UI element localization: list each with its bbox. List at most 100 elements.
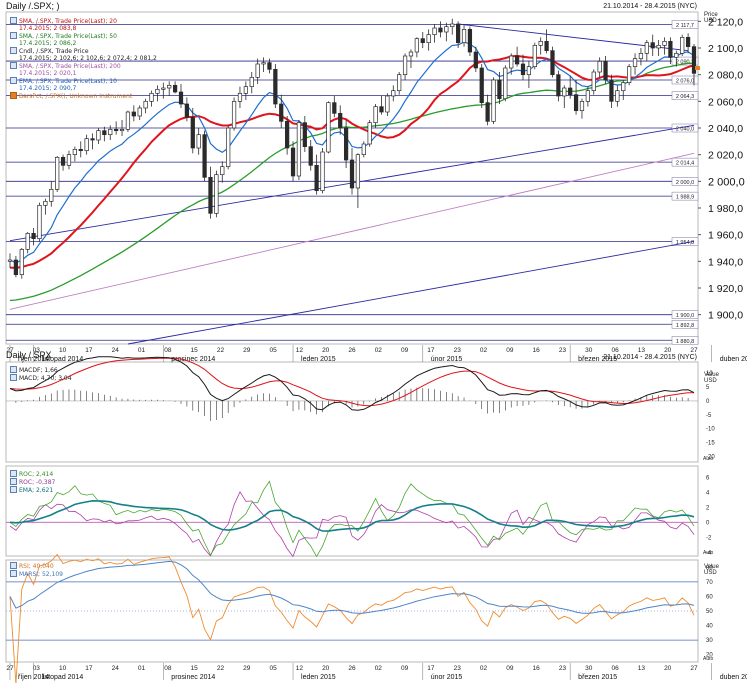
legend-roc1-icon <box>10 470 17 477</box>
price-hline-tag <box>671 191 699 201</box>
roc-legend: ROC; 2,414 ROC; -0,387 EMA; 2,621 <box>10 470 55 494</box>
candle-body <box>568 87 573 96</box>
macd-axis-label: -5 <box>706 413 712 419</box>
bottom-x-day-tick: 27 <box>690 665 698 672</box>
candle-body <box>503 67 508 100</box>
price-hline-label: 1 988,9 <box>676 195 694 201</box>
price-hline-tag <box>671 91 699 100</box>
price-axis-label: 2 100,0 <box>708 43 743 55</box>
roc-axis-label: 0 <box>706 520 710 526</box>
top-x-month-label: listopad 2014 <box>42 356 84 363</box>
candle-body <box>290 147 296 177</box>
price-axis-label: 2 040,0 <box>708 123 743 135</box>
rsi-legend: RSI; 40,040 MARSI; 52,109 <box>10 562 63 578</box>
legend-sma20[interactable]: SMA, /.SPX, Trade Price(Last); 20 <box>10 17 157 25</box>
macd-axis-label: 10 <box>706 371 713 377</box>
candle-body <box>373 106 378 124</box>
legend-sma50[interactable]: SMA, /.SPX, Trade Price(Last); 50 <box>10 32 157 40</box>
price-axis-label: 1 960,0 <box>708 230 743 242</box>
roc-axis-label: -4 <box>706 550 712 556</box>
legend-roc2[interactable]: ROC; -0,387 <box>10 478 55 486</box>
candle-body <box>279 103 284 122</box>
candle-body <box>302 122 307 148</box>
legend-barspct[interactable]: BarsPct, /.SPX(), Unknown Instrument <box>10 92 157 100</box>
macd-axis-label: 5 <box>706 385 710 391</box>
legend-macd[interactable]: MACD; 4,70; 3,04 <box>10 374 72 382</box>
candle-body <box>55 156 60 190</box>
legend-sma200[interactable]: SMA, /.SPX, Trade Price(Last); 200 <box>10 62 157 70</box>
top-x-day-tick: 20 <box>664 347 672 354</box>
top-x-day-tick: 02 <box>480 347 488 354</box>
candle-body <box>579 100 585 112</box>
candle-body <box>420 38 425 44</box>
candle-body <box>314 164 319 192</box>
roc-ema-series <box>9 499 695 532</box>
candle-body <box>155 88 160 94</box>
candle-body <box>597 60 602 73</box>
price-axis-label: 1 900,0 <box>708 310 743 322</box>
candle-body <box>627 66 632 84</box>
candle-body <box>379 106 384 113</box>
top-x-day-tick: 09 <box>401 347 409 354</box>
price-legend: SMA, /.SPX, Trade Price(Last); 20 17.4.2… <box>10 17 157 100</box>
top-x-day-tick: 16 <box>533 347 541 354</box>
candle-body <box>220 166 225 176</box>
top-x-day-tick: 13 <box>638 347 646 354</box>
legend-ema10-icon <box>10 77 17 84</box>
legend-roc1[interactable]: ROC; 2,414 <box>10 470 55 478</box>
legend-ema10-label: EMA, /.SPX, Trade Price(Last); 10 <box>19 78 117 85</box>
candle-body <box>450 23 455 28</box>
legend-rsi-icon <box>10 562 17 569</box>
candle-body <box>84 138 89 152</box>
macd-legend: MACDF; 1,66 MACD; 4,70; 3,04 <box>10 366 72 382</box>
candle-body <box>273 68 278 105</box>
price-axis-label: 2 120,0 <box>708 16 743 28</box>
candle-body <box>609 79 614 102</box>
candle-body <box>78 148 83 152</box>
candle-body <box>90 138 95 141</box>
rsi-axis-label: 50 <box>706 609 713 615</box>
price-hline-label: 2 090,2 <box>676 60 694 66</box>
roc-axis-label: -2 <box>706 535 712 541</box>
rsi-axis-label: 70 <box>706 580 713 586</box>
roc2-series <box>9 490 695 558</box>
candle-body <box>308 146 313 166</box>
legend-roc-ema[interactable]: EMA; 2,621 <box>10 486 55 494</box>
legend-candle-value: 17.4.2015; 2 102,6; 2 102,6; 2 072,4; 2 … <box>19 55 157 62</box>
rsi-unit-label: Value <box>704 564 720 570</box>
candle-body <box>119 128 125 132</box>
legend-rsi[interactable]: RSI; 40,040 <box>10 562 63 570</box>
candle-body <box>656 44 661 49</box>
candle-body <box>37 204 42 240</box>
rsi-series <box>9 553 695 684</box>
candle-body <box>125 111 131 130</box>
macd-auto-tag: Auto <box>703 456 714 462</box>
candle-body <box>509 55 514 69</box>
top-x-month-label: únor 2015 <box>431 356 463 363</box>
macd-signal-series <box>9 357 695 407</box>
legend-sma20-value: 17.4.2015; 2 083,8 <box>19 25 77 32</box>
price-axis-label: 1 940,0 <box>708 256 743 268</box>
legend-roc-ema-label: EMA; 2,621 <box>19 487 54 494</box>
top-x-day-tick: 08 <box>164 347 172 354</box>
legend-sma200-value: 17.4.2015; 2 020,1 <box>19 70 77 77</box>
bottom-x-day-tick: 20 <box>664 665 672 672</box>
legend-marsi-label: MARSI; 52,109 <box>19 571 63 578</box>
legend-roc2-label: ROC; -0,387 <box>19 479 56 486</box>
candle-body <box>172 84 178 93</box>
legend-marsi[interactable]: MARSI; 52,109 <box>10 570 63 578</box>
candle-body <box>674 52 679 58</box>
legend-candle[interactable]: Cndl, /.SPX, Trade Price <box>10 47 157 55</box>
candle-body <box>161 87 166 90</box>
bottom-x-day-tick: 15 <box>191 665 199 672</box>
candle-body <box>691 46 697 74</box>
bottom-x-day-tick: 23 <box>559 665 567 672</box>
candle-body <box>332 102 337 114</box>
rsi-axis-label: 20 <box>706 653 713 659</box>
legend-ema10[interactable]: EMA, /.SPX, Trade Price(Last); 10 <box>10 77 157 85</box>
bottom-x-day-tick: 12 <box>296 665 304 672</box>
legend-macdf[interactable]: MACDF; 1,66 <box>10 366 72 374</box>
bottom-x-month-label: prosinec 2014 <box>171 674 215 681</box>
candle-body <box>320 151 325 192</box>
